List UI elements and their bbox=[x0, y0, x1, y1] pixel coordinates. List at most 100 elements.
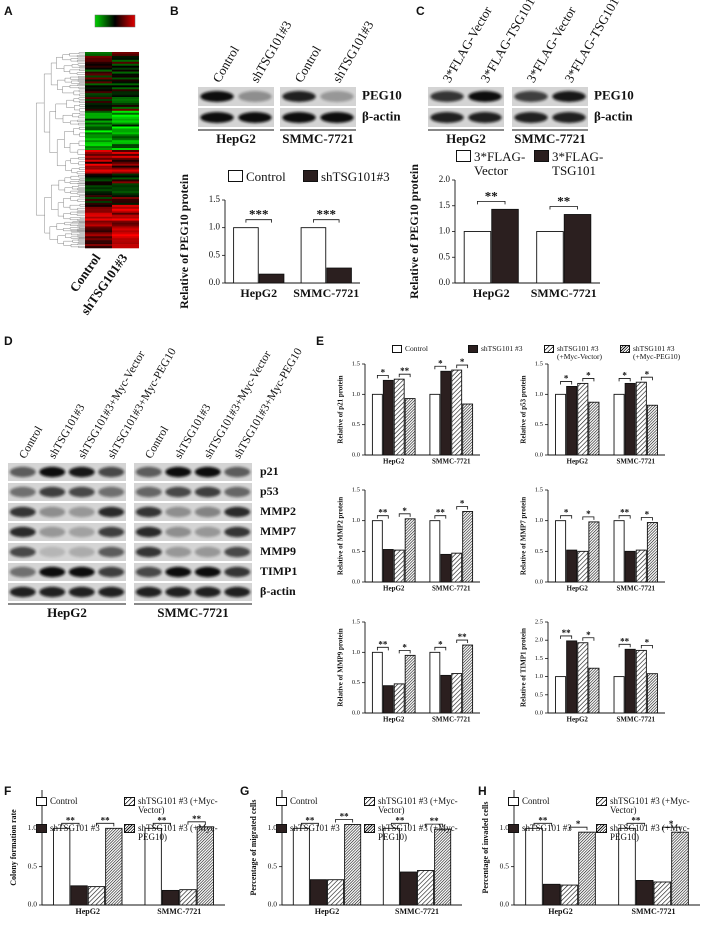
heatmap-cell bbox=[85, 128, 112, 131]
significance-bracket bbox=[626, 822, 646, 827]
bar bbox=[144, 827, 162, 906]
significance-label: * bbox=[645, 637, 650, 647]
heatmap-cell bbox=[112, 234, 139, 237]
heatmap-cell bbox=[85, 106, 112, 110]
blot-band bbox=[165, 526, 192, 538]
blot-strip bbox=[8, 583, 126, 601]
significance-label: * bbox=[402, 506, 407, 516]
heatmap-cell bbox=[112, 102, 139, 106]
legend-swatch bbox=[36, 824, 47, 833]
bar bbox=[451, 673, 463, 714]
legend-swatch bbox=[303, 170, 318, 182]
significance-label: ** bbox=[562, 628, 572, 638]
significance-label: * bbox=[564, 374, 569, 384]
legend-label: shTSG101 #3 (+Myc-Vector) bbox=[378, 796, 458, 816]
heatmap-cell bbox=[112, 87, 139, 90]
heatmap-cell bbox=[85, 85, 112, 88]
y-tick-label: 0.0 bbox=[28, 900, 38, 909]
bar bbox=[646, 673, 658, 714]
heatmap-cell bbox=[85, 79, 112, 82]
heatmap-cell bbox=[85, 73, 112, 76]
significance-bracket bbox=[560, 635, 573, 639]
legend-swatch bbox=[36, 797, 47, 806]
significance-bracket bbox=[335, 819, 354, 823]
bar bbox=[393, 549, 405, 583]
significance-bracket bbox=[434, 365, 447, 370]
y-tick-label: 1.0 bbox=[535, 391, 543, 398]
significance-label: ** bbox=[340, 812, 350, 822]
heatmap-cell bbox=[112, 148, 139, 151]
significance-bracket bbox=[187, 821, 206, 825]
heatmap-cell bbox=[85, 104, 112, 108]
heatmap-cell bbox=[112, 197, 139, 200]
heatmap-cell bbox=[85, 191, 112, 194]
bar bbox=[404, 654, 416, 714]
legend-item: 3*FLAG-TSG101 bbox=[534, 150, 610, 177]
heatmap-cell bbox=[85, 91, 112, 94]
lane-label: shTSG101#3 bbox=[329, 18, 376, 85]
heatmap-cell bbox=[112, 93, 139, 96]
heatmap-cell bbox=[112, 142, 139, 145]
heatmap-cell bbox=[85, 165, 112, 168]
blot-band bbox=[68, 586, 95, 598]
y-tick-label: 1.0 bbox=[209, 222, 221, 232]
bar bbox=[196, 826, 214, 906]
significance-label: * bbox=[622, 370, 627, 380]
significance-bracket bbox=[640, 644, 653, 649]
legend-label: Control bbox=[522, 796, 550, 806]
heatmap-cell bbox=[85, 167, 112, 170]
x-tick-label: SMMC-7721 bbox=[432, 585, 471, 593]
bar bbox=[635, 381, 647, 456]
bar bbox=[371, 393, 383, 456]
heatmap-cell bbox=[85, 173, 112, 176]
heatmap-cell bbox=[112, 104, 139, 108]
significance-bracket bbox=[300, 822, 319, 827]
bar bbox=[577, 382, 589, 456]
legend-item: shTSG101 #3 bbox=[36, 823, 131, 833]
legend-swatch bbox=[508, 824, 519, 833]
y-tick-label: 1.5 bbox=[352, 618, 360, 625]
heatmap-cell bbox=[112, 173, 139, 176]
blot-band bbox=[9, 546, 36, 558]
bar bbox=[618, 827, 636, 906]
heatmap-cell bbox=[85, 163, 112, 166]
heatmap-cell bbox=[112, 150, 139, 153]
heatmap-cell bbox=[112, 106, 139, 110]
significance-bracket bbox=[568, 826, 588, 831]
blot-strip bbox=[8, 463, 126, 481]
heatmap-cell bbox=[85, 212, 112, 215]
significance-label: ** bbox=[378, 508, 388, 518]
legend-swatch bbox=[508, 797, 519, 806]
bar bbox=[588, 521, 600, 583]
heatmap-cell bbox=[112, 59, 139, 63]
x-tick-label: HepG2 bbox=[473, 286, 510, 300]
significance-label: ** bbox=[557, 193, 570, 208]
blot-band bbox=[165, 486, 192, 498]
heatmap-cell bbox=[112, 55, 139, 59]
bar bbox=[404, 518, 416, 583]
legend-item: shTSG101 #3 (+Myc-PEG10) bbox=[596, 823, 691, 843]
heatmap-cell bbox=[85, 151, 112, 155]
significance-label: * bbox=[460, 499, 465, 509]
lane-label: shTSG101#3 bbox=[247, 18, 294, 85]
heatmap-cell bbox=[112, 138, 139, 141]
panel-label: E bbox=[316, 334, 324, 348]
heatmap-cell bbox=[112, 224, 139, 227]
heatmap-cell bbox=[85, 210, 112, 214]
heatmap-cell bbox=[112, 118, 139, 121]
heatmap-cell bbox=[112, 183, 139, 186]
blot-strip bbox=[8, 563, 126, 581]
bar bbox=[563, 214, 592, 284]
blot-strip bbox=[8, 503, 126, 521]
protein-label: MMP2 bbox=[260, 504, 296, 518]
y-tick-label: 0.5 bbox=[500, 861, 510, 870]
y-tick-label: 0.5 bbox=[535, 421, 543, 428]
cell-line-label: SMMC-7721 bbox=[157, 605, 229, 620]
significance-label: ** bbox=[305, 815, 315, 825]
bar bbox=[233, 227, 259, 284]
heatmap-cell bbox=[112, 83, 139, 86]
bar bbox=[326, 267, 352, 284]
panel-label: A bbox=[4, 4, 13, 18]
heatmap-cell bbox=[112, 71, 139, 74]
heatmap-cell bbox=[85, 148, 112, 151]
